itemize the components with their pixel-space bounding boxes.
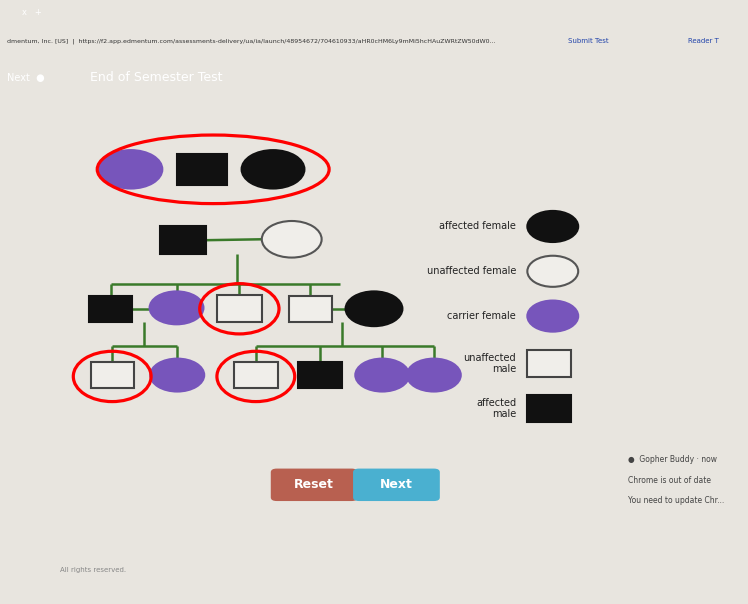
Bar <box>91 362 134 388</box>
Circle shape <box>99 150 162 188</box>
Circle shape <box>150 359 204 391</box>
Bar <box>217 295 262 323</box>
Circle shape <box>355 359 409 391</box>
FancyBboxPatch shape <box>353 469 440 501</box>
Text: affected female: affected female <box>439 222 516 231</box>
Bar <box>527 350 571 377</box>
Text: Next: Next <box>380 478 413 491</box>
Circle shape <box>346 291 402 326</box>
Bar <box>89 295 132 322</box>
Circle shape <box>242 150 304 188</box>
Text: Reader T: Reader T <box>688 38 719 43</box>
Bar <box>160 226 206 254</box>
FancyBboxPatch shape <box>271 469 358 501</box>
Text: dmentum, Inc. [US]  |  https://f2.app.edmentum.com/assessments-delivery/ua/ia/la: dmentum, Inc. [US] | https://f2.app.edme… <box>7 38 496 43</box>
Circle shape <box>262 221 322 257</box>
Text: ●  Gopher Buddy · now: ● Gopher Buddy · now <box>628 455 717 464</box>
Text: You need to update Chr...: You need to update Chr... <box>628 496 725 506</box>
Text: x   +: x + <box>22 8 42 16</box>
Text: unaffected female: unaffected female <box>427 266 516 276</box>
Circle shape <box>527 301 578 332</box>
Bar <box>177 154 227 185</box>
Circle shape <box>407 359 461 391</box>
Circle shape <box>527 255 578 287</box>
Text: Chrome is out of date: Chrome is out of date <box>628 476 711 485</box>
Text: unaffected
male: unaffected male <box>464 353 516 374</box>
Bar <box>234 362 278 388</box>
Text: End of Semester Test: End of Semester Test <box>90 71 222 85</box>
Bar <box>527 395 571 422</box>
Text: affected
male: affected male <box>476 397 516 419</box>
Text: Next  ●: Next ● <box>7 73 45 83</box>
Text: Reset: Reset <box>294 478 334 491</box>
Bar <box>298 362 342 388</box>
Bar <box>289 295 332 322</box>
Text: All rights reserved.: All rights reserved. <box>60 567 126 573</box>
Text: Submit Test: Submit Test <box>568 38 609 43</box>
Text: carrier female: carrier female <box>447 311 516 321</box>
Circle shape <box>150 291 203 324</box>
Circle shape <box>527 211 578 242</box>
